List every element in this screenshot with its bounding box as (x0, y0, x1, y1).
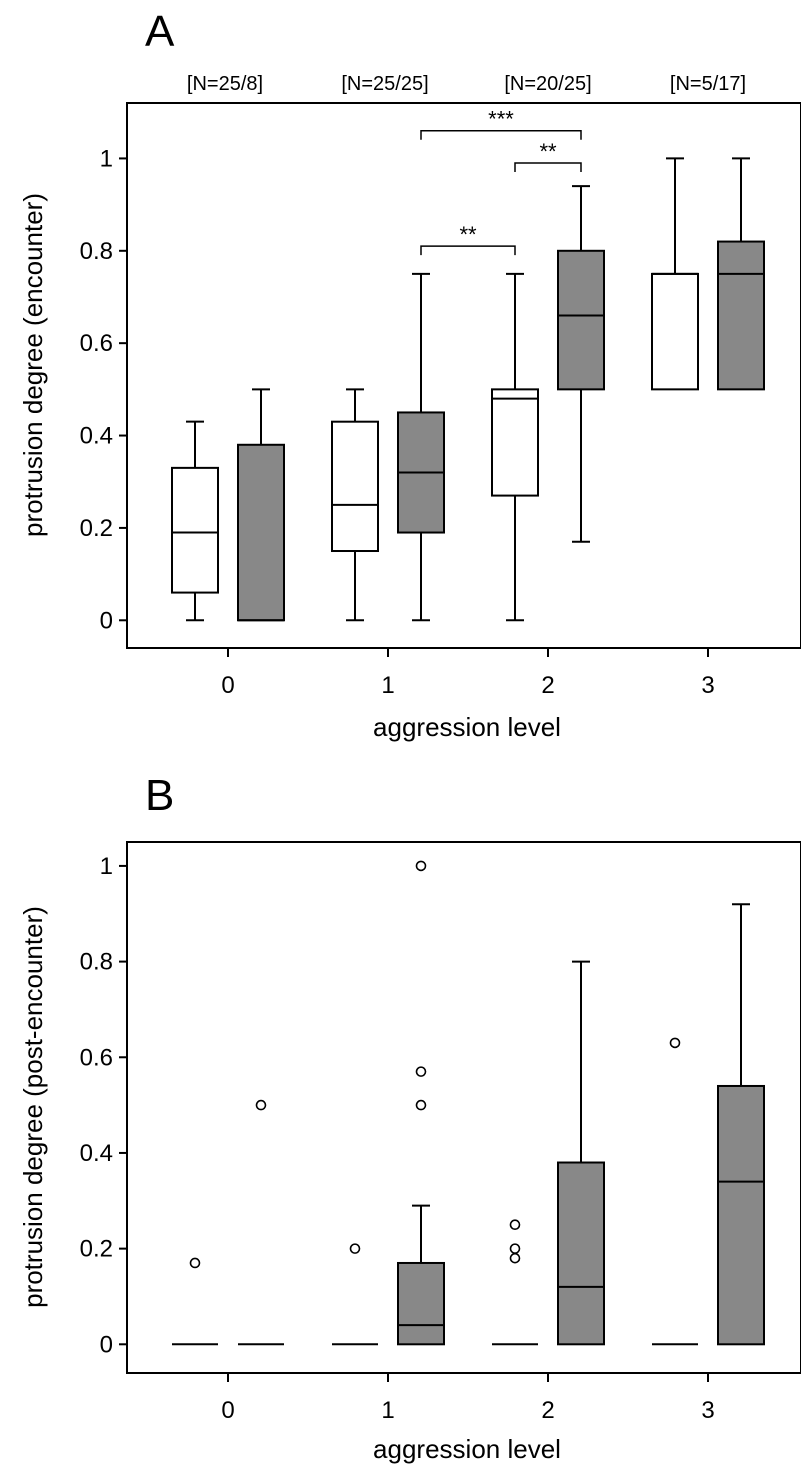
panel-b-boxes (172, 860, 765, 1346)
panel-b-y-axis-title: protrusion degree (post-encounter) (18, 906, 48, 1308)
y-tick-label: 0.4 (80, 423, 113, 450)
y-tick-label: 0.4 (80, 1140, 113, 1167)
y-tick-label: 0 (100, 1331, 113, 1358)
significance-bracket: *** (420, 107, 582, 140)
y-tick-label: 0 (100, 607, 113, 634)
box-2-0 (492, 1219, 538, 1346)
box-3-0 (651, 157, 699, 391)
bracket-line (514, 162, 582, 173)
panel-a-plot-frame (126, 102, 801, 649)
n-label: [N=25/8] (187, 73, 263, 95)
x-tick-label: 1 (381, 1397, 394, 1424)
box-0-0 (172, 1257, 218, 1346)
x-tick-label: 2 (541, 672, 554, 699)
panel-a-x-axis-title: aggression level (373, 712, 561, 742)
outlier-point (189, 1257, 201, 1269)
n-label: [N=5/17] (670, 73, 746, 95)
outlier-point (669, 1037, 681, 1049)
y-tick-label: 1 (100, 145, 113, 172)
panel-a-y-axis-title: protrusion degree (encounter) (18, 193, 48, 537)
y-tick-label: 0.8 (80, 238, 113, 265)
box-1-1 (397, 860, 445, 1346)
box-2-1 (557, 960, 605, 1346)
outlier-point (349, 1243, 361, 1254)
x-tick-label: 3 (701, 672, 714, 699)
box-3-0 (652, 1037, 698, 1346)
panel-b-letter: B (145, 771, 174, 820)
box-1-0 (331, 388, 379, 622)
y-tick-label: 1 (100, 853, 113, 880)
outlier-point (509, 1252, 521, 1264)
n-label: [N=20/25] (504, 73, 591, 95)
outlier-point (415, 1066, 427, 1077)
x-tick-label: 0 (221, 672, 234, 699)
bracket-line (420, 245, 516, 256)
significance-label: ** (539, 139, 557, 164)
y-tick-label: 0.6 (80, 1044, 113, 1071)
box-body (717, 1084, 765, 1346)
box-0-1 (237, 388, 285, 622)
box-2-0 (491, 272, 539, 622)
y-tick-label: 0.2 (80, 1236, 113, 1263)
significance-bracket: ** (420, 222, 516, 256)
panel-b-plot-frame (126, 841, 801, 1374)
box-body (397, 1261, 445, 1346)
box-0-0 (171, 420, 219, 622)
box-1-1 (397, 272, 445, 622)
box-body (171, 466, 219, 594)
outlier-point (509, 1243, 521, 1254)
x-tick-label: 1 (381, 672, 394, 699)
x-tick-label: 0 (221, 1397, 234, 1424)
panel-a-boxes (171, 157, 765, 622)
y-tick-label: 0.8 (80, 949, 113, 976)
box-body (237, 443, 285, 622)
significance-label: ** (459, 222, 477, 247)
box-body (331, 420, 379, 553)
x-tick-label: 2 (541, 1397, 554, 1424)
y-tick-label: 0.6 (80, 330, 113, 357)
box-1-0 (332, 1243, 378, 1346)
panel-a: A [N=25/8] [N=25/25] [N=20/25] [N=5/17] … (18, 7, 801, 742)
x-tick-label: 3 (701, 1397, 714, 1424)
panel-b-x-axis-title: aggression level (373, 1434, 561, 1464)
panel-a-n-labels: [N=25/8] [N=25/25] [N=20/25] [N=5/17] (187, 73, 746, 95)
outlier-point (415, 860, 427, 872)
outlier-point (415, 1099, 427, 1111)
box-body (491, 388, 539, 497)
bracket-line (420, 129, 582, 140)
box-body (717, 240, 765, 391)
n-label: [N=25/25] (341, 73, 428, 95)
outlier-point (509, 1219, 521, 1231)
box-2-1 (557, 185, 605, 543)
box-3-1 (717, 157, 765, 391)
significance-label: *** (488, 107, 514, 132)
panel-b: B 0 0.2 0.4 0.6 0.8 1 0 1 2 3 aggression level p… (18, 771, 801, 1464)
box-body (651, 272, 699, 391)
panel-a-significance: ******* (420, 107, 582, 256)
panel-b-y-axis: 0 0.2 0.4 0.6 0.8 1 (80, 853, 127, 1358)
box-0-1 (238, 1099, 284, 1346)
outlier-point (255, 1099, 267, 1111)
panel-a-y-axis: 0 0.2 0.4 0.6 0.8 1 (80, 145, 127, 634)
y-tick-label: 0.2 (80, 515, 113, 542)
panel-b-x-axis: 0 1 2 3 (221, 1373, 715, 1424)
box-body (557, 1161, 605, 1346)
panel-a-letter: A (145, 7, 175, 56)
box-body (557, 249, 605, 391)
significance-bracket: ** (514, 139, 582, 173)
panel-a-x-axis: 0 1 2 3 (221, 648, 715, 699)
box-3-1 (717, 903, 765, 1346)
